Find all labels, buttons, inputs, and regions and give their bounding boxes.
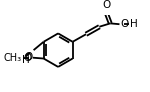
Text: O: O <box>120 19 129 29</box>
Text: H: H <box>130 19 137 29</box>
Text: O: O <box>24 53 32 63</box>
Text: O: O <box>24 52 33 62</box>
Text: H: H <box>22 55 29 65</box>
Text: CH₃: CH₃ <box>4 53 22 63</box>
Text: O: O <box>102 0 110 10</box>
